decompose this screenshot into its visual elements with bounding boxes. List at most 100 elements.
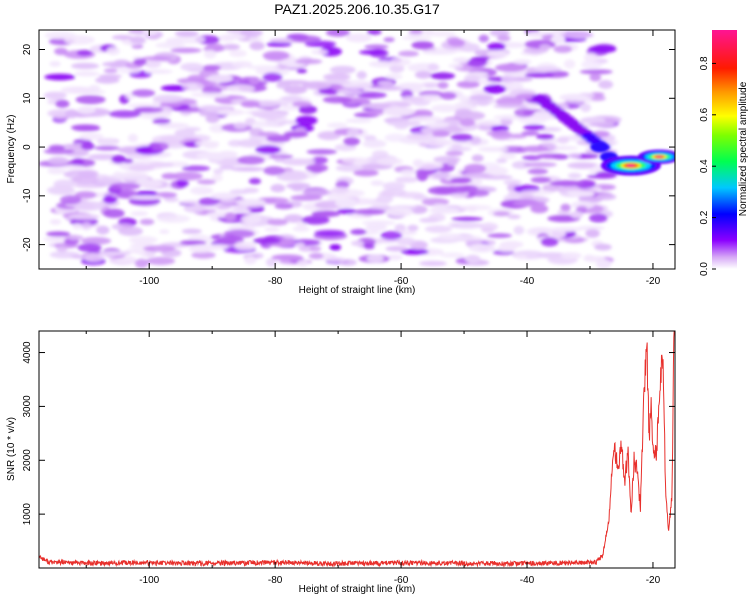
heatmap-cell-466 xyxy=(292,226,310,232)
heatmap-cell-780 xyxy=(80,142,95,151)
heatmap-cell-797 xyxy=(536,153,566,159)
heatmap-cell-188 xyxy=(567,162,599,169)
heatmap-cell-861 xyxy=(479,222,499,232)
heatmap-cell-746 xyxy=(486,130,510,137)
heatmap-cell-857 xyxy=(309,246,322,252)
heatmap-cell-837 xyxy=(378,191,396,196)
heatmap-cell-593 xyxy=(553,45,573,53)
heatmap-cell-879 xyxy=(499,153,517,160)
heatmap-cell-445 xyxy=(225,33,247,40)
heatmap-cell-740 xyxy=(523,162,557,168)
heatmap-cell-875 xyxy=(540,237,559,247)
heatmap-cell-591 xyxy=(139,250,156,258)
heatmap-cell-752 xyxy=(156,214,191,223)
heatmap-cell-713 xyxy=(521,130,540,136)
heatmap-cell-868 xyxy=(496,158,508,164)
heatmap-cell-851 xyxy=(455,108,472,116)
heatmap-cell-835 xyxy=(401,96,426,102)
heatmap-cell-684 xyxy=(97,138,119,147)
heatmap-cell-815 xyxy=(311,49,328,55)
heatmap-cell-584 xyxy=(376,194,394,204)
heatmap-cell-491 xyxy=(589,122,615,127)
heatmap-cell-225 xyxy=(248,36,264,42)
heatmap-cell-876 xyxy=(563,32,595,39)
heatmap-cell-653 xyxy=(589,73,602,82)
heatmap-cell-239 xyxy=(87,153,119,161)
heatmap-cell-676 xyxy=(202,64,222,71)
heatmap-cell-920 xyxy=(450,177,472,184)
heatmap-cell-671 xyxy=(81,221,92,231)
heatmap-cell-411 xyxy=(474,49,490,56)
heatmap-cell-947 xyxy=(336,89,363,95)
heatmap-cell-929 xyxy=(414,161,444,170)
heatmap-cell-860 xyxy=(72,223,83,230)
heatmap-cell-235 xyxy=(317,131,341,141)
heatmap-cell-361 xyxy=(111,154,126,164)
heatmap-cell-425 xyxy=(159,229,170,234)
heatmap-cell-163 xyxy=(54,47,68,56)
heatmap-cell-522 xyxy=(335,164,362,172)
heatmap-cell-739 xyxy=(374,85,406,91)
heatmap-cell-889 xyxy=(382,106,416,116)
heatmap-cell-659 xyxy=(366,109,385,116)
heatmap-cell-812 xyxy=(68,234,81,241)
heatmap-cell-673 xyxy=(368,60,396,68)
heatmap-cell-192 xyxy=(491,125,509,133)
heatmap-cell-914 xyxy=(203,205,219,211)
heatmap-cell-912 xyxy=(202,93,230,98)
heatmap-cell-237 xyxy=(127,133,138,143)
heatmap-cell-476 xyxy=(459,204,492,211)
heatmap-cell-610 xyxy=(205,114,220,124)
heatmap-cell-148 xyxy=(211,173,223,182)
heatmap-cell-902 xyxy=(98,251,132,256)
heatmap-cell-597 xyxy=(130,211,149,217)
top-xticks-label-1: -80 xyxy=(268,276,283,287)
heatmap-cell-700 xyxy=(68,213,100,220)
heatmap-cell-625 xyxy=(262,50,290,61)
heatmap-cell-774 xyxy=(71,158,85,166)
heatmap-cell-652 xyxy=(513,59,532,65)
heatmap-cell-798 xyxy=(397,82,426,90)
heatmap-cell-532 xyxy=(459,43,480,52)
bot-xticks-label-2: -60 xyxy=(394,575,409,586)
heatmap-cell-801 xyxy=(334,143,357,152)
heatmap-cell-386 xyxy=(96,225,110,235)
heatmap-cell-601 xyxy=(305,163,329,173)
top-yticks-label-4: 20 xyxy=(22,44,33,56)
heatmap-cell-265 xyxy=(304,40,337,48)
heatmap-cell-828 xyxy=(148,162,175,168)
heatmap-cell-547 xyxy=(335,198,358,208)
heatmap-cell-758 xyxy=(267,218,288,226)
heatmap-cell-442 xyxy=(511,161,531,169)
heatmap-smear-1 xyxy=(590,142,609,153)
heatmap-cell-930 xyxy=(292,101,313,108)
heatmap-cell-704 xyxy=(478,146,509,152)
heatmap-cell-901 xyxy=(394,122,409,130)
heatmap-cell-585 xyxy=(155,42,186,49)
heatmap-cell-672 xyxy=(210,192,238,200)
heatmap-cell-778 xyxy=(567,172,582,179)
heatmap-cell-872 xyxy=(136,179,163,188)
heatmap-cell-685 xyxy=(75,95,106,105)
heatmap-cell-847 xyxy=(255,145,281,155)
heatmap-cell-743 xyxy=(515,254,528,260)
heatmap-cell-54 xyxy=(265,257,277,267)
heatmap-cell-948 xyxy=(447,38,466,47)
heatmap-cell-633 xyxy=(551,34,566,44)
heatmap-cell-906 xyxy=(240,100,261,108)
heatmap-cell-712 xyxy=(494,63,527,72)
heatmap-cell-455 xyxy=(563,59,576,69)
heatmap-cell-645 xyxy=(48,156,69,165)
heatmap-cell-750 xyxy=(409,30,423,34)
heatmap-cell-561 xyxy=(495,97,524,106)
heatmap-cell-241 xyxy=(146,34,160,40)
heatmap-cell-934 xyxy=(450,222,484,229)
heatmap-cell-289 xyxy=(439,91,457,100)
heatmap-cell-873 xyxy=(297,259,309,267)
heatmap-cell-255 xyxy=(103,68,118,73)
heatmap-cell-935 xyxy=(382,181,406,191)
heatmap-cell-751 xyxy=(174,35,206,44)
heatmap-cell-949 xyxy=(256,111,285,120)
heatmap-cell-287 xyxy=(323,73,351,81)
heatmap-cell-3 xyxy=(135,190,159,197)
